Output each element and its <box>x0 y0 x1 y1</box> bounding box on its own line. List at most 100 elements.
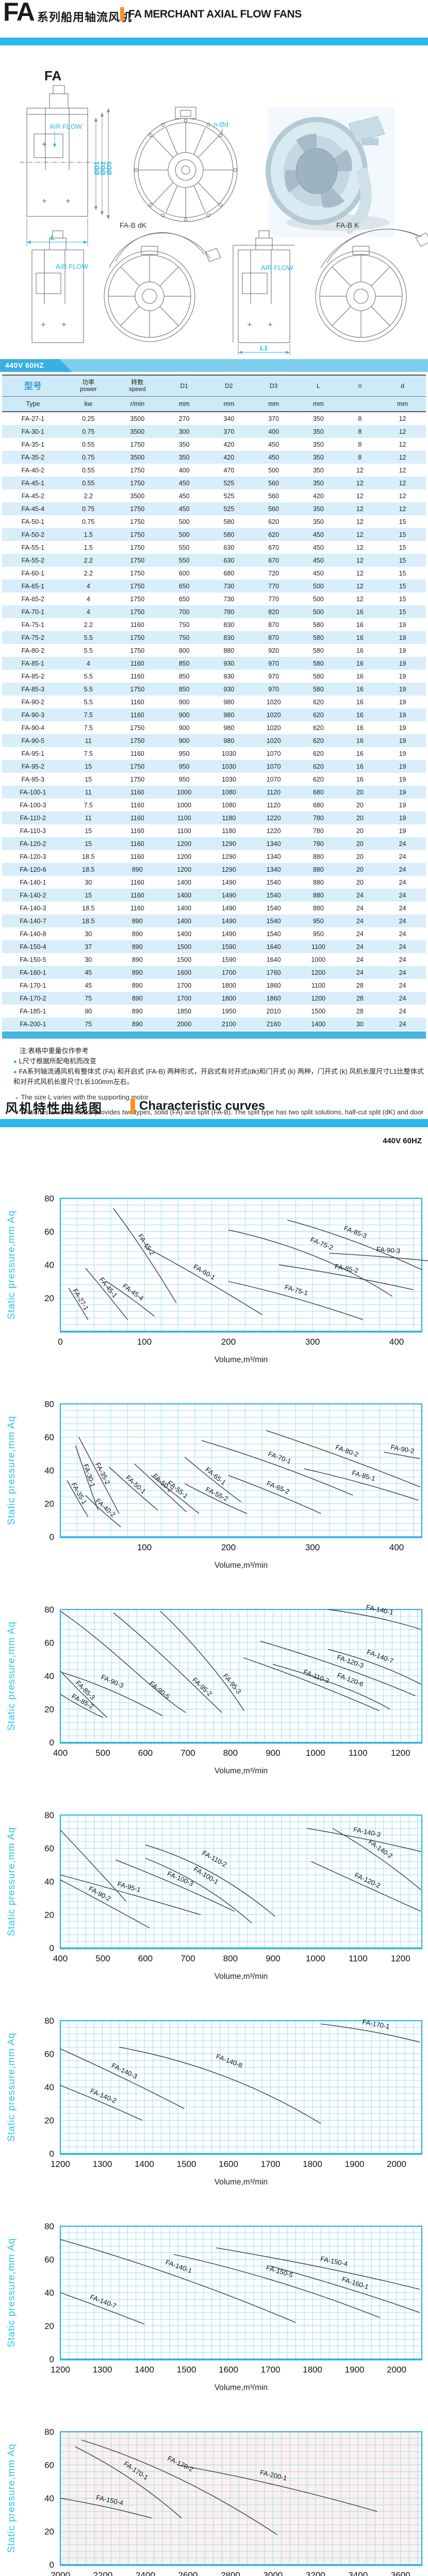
x-tick-label: 1600 <box>219 2159 238 2169</box>
col-unit-4: mm <box>206 396 252 412</box>
x-tick-label: 800 <box>223 1748 238 1758</box>
fan-curve <box>177 2464 377 2512</box>
fan-curve <box>60 1611 186 1713</box>
table-row: FA-140-2 15 1160 1400 1490 1540 880 24 24 <box>2 889 426 902</box>
y-tick-label: 0 <box>50 2149 54 2159</box>
x-axis-label: Volume,m³/min <box>215 2178 268 2187</box>
table-row: FA-90-3 7.5 1160 900 980 1020 620 16 19 <box>2 708 426 721</box>
fan-curve <box>85 1495 121 1528</box>
table-row: FA-90-4 7.5 1750 900 980 1020 620 16 19 <box>21 724 406 732</box>
col-unit-1: kw <box>63 396 113 412</box>
x-axis-label: Volume,m³/min <box>215 1972 268 1981</box>
table-row: FA-45-1 0.55 1750 450 525 560 350 12 12 <box>2 477 426 489</box>
table-row: FA-50-1 0.75 1750 500 580 620 350 12 15 <box>21 518 406 526</box>
col-unit-0: Type <box>2 396 64 412</box>
fan-curve <box>60 2085 143 2121</box>
x-tick-label: 2000 <box>51 2570 70 2576</box>
fan-curve <box>304 1468 419 1501</box>
fan-curve <box>260 1640 416 1697</box>
note-cn-2: ● FA系列轴流通风机有整体式 (FA) 和开启式 (FA-B) 两种形式，开启式… <box>13 1066 426 1087</box>
table-row: FA-85-3 5.5 1750 850 930 970 580 16 19 <box>2 683 426 696</box>
table-row: FA-40-2 0.55 1750 400 470 500 350 12 12 <box>21 466 406 474</box>
notes: 注:表格中重量仅作参考 ● L尺寸根据所配电机而改变 ● FA系列轴流通风机有整体式… <box>2 1046 426 1128</box>
chart-svg: 0 20 40 60 80 2000 2200 2400 2600 2800 3000 3200 340… <box>6 2427 423 2576</box>
chart-svg: 20 40 60 80 0 100 200 300 400 Volume,m³/min Static… <box>6 1194 428 1364</box>
fan-curve <box>134 1463 187 1513</box>
characteristic-curve-chart: 0 20 40 60 80 1200 1300 1400 1500 1600 1700 1800 190… <box>0 2005 428 2211</box>
x-tick-label: 1700 <box>261 2159 281 2169</box>
table-row: FA-55-2 2.2 1750 550 630 670 450 12 15 <box>2 554 426 567</box>
curves-title-en: Characteristic curves <box>139 1099 266 1113</box>
fan-curve <box>62 1672 163 1717</box>
x-tick-label: 0 <box>58 1337 62 1347</box>
x-tick-label: 200 <box>221 1337 236 1347</box>
spokes <box>138 123 233 217</box>
y-tick-label: 20 <box>44 1294 54 1303</box>
x-tick-label: 200 <box>221 1543 236 1552</box>
fan-curve <box>67 1480 89 1517</box>
y-tick-label: 20 <box>44 1499 54 1509</box>
y-tick-label: 60 <box>44 1227 54 1237</box>
x-tick-label: 3400 <box>348 2570 368 2576</box>
y-tick-label: 60 <box>44 2049 54 2059</box>
col-header-5: D3 <box>251 375 296 397</box>
cyan-band <box>0 38 428 45</box>
table-row: FA-35-1 0.55 1750 350 420 450 350 8 12 <box>21 440 406 448</box>
x-tick-label: 2000 <box>387 2159 406 2169</box>
air-flow-arrows-1 <box>53 131 56 147</box>
fan-curve <box>109 1467 158 1511</box>
front-view-drawing <box>134 107 238 222</box>
fan-curve <box>78 1437 120 1514</box>
fan-curve <box>60 2292 145 2325</box>
x-axis-label: Volume,m³/min <box>215 2383 268 2392</box>
fan-curve <box>60 2239 296 2323</box>
col-header-4: D2 <box>206 375 252 397</box>
table-row: FA-140-8 30 890 1400 1490 1540 950 24 24 <box>20 930 406 938</box>
fan-curve <box>184 1456 241 1502</box>
fan-curve <box>278 1264 414 1291</box>
y-tick-label: 40 <box>44 1877 54 1887</box>
curves-title-cn: 风机特性曲线图 <box>5 1101 103 1116</box>
fan-curve <box>151 1475 200 1514</box>
table-row: FA-65-2 4 1750 650 730 770 500 12 15 <box>21 595 406 603</box>
y-tick-label: 80 <box>44 1194 54 1204</box>
table-row: FA-95-3 15 1750 950 1030 1070 620 16 19 <box>21 775 406 783</box>
y-tick-label: 80 <box>44 1605 54 1615</box>
fan-curve <box>321 2023 420 2043</box>
x-tick-label: 1800 <box>303 2159 322 2169</box>
table-row: FA-140-3 18.5 1160 1400 1490 1540 880 24 24 <box>20 904 406 912</box>
x-tick-label: 900 <box>266 1748 280 1758</box>
table-row: FA-200-1 75 890 2000 2100 2160 1400 30 24 <box>2 1018 426 1030</box>
col-header-6: L <box>296 375 341 397</box>
curves-voltage-label: 440V 60HZ <box>383 1137 422 1145</box>
fan-curve <box>60 1829 127 1902</box>
fan-curve <box>266 1430 421 1487</box>
side-view-drawing <box>20 85 95 246</box>
x-tick-label: 400 <box>53 1748 68 1758</box>
y-tick-label: 0 <box>50 2354 54 2364</box>
y-tick-label: 60 <box>44 2255 54 2265</box>
col-header-7: n <box>340 375 380 397</box>
y-tick-label: 40 <box>44 2288 54 2298</box>
y-axis-label: Static pressure,mm Aq <box>6 1210 17 1319</box>
fan-curve <box>75 2446 182 2519</box>
table-row: FA-150-5 30 890 1500 1590 1640 1000 24 24 <box>20 956 406 963</box>
fan-curve <box>60 2048 185 2109</box>
table-row: FA-80-2 5.5 1750 800 880 920 580 16 19 <box>21 647 406 654</box>
table-row: FA-75-2 5.5 1750 750 830 870 580 16 19 <box>2 631 426 644</box>
y-tick-label: 40 <box>44 1260 54 1270</box>
col-header-1: 功率 power <box>63 375 113 397</box>
fan-curve <box>115 1859 235 1912</box>
air-flow-label-2: AIR FLOW <box>56 263 89 270</box>
cyan-band <box>0 1119 428 1127</box>
variant-left-label: FA-B dK <box>120 221 147 229</box>
col-header-3: D1 <box>161 375 207 397</box>
fan-curve <box>144 1246 262 1315</box>
x-tick-label: 1300 <box>93 2365 112 2375</box>
fan-curve <box>228 1229 393 1297</box>
x-tick-label: 3000 <box>263 2570 283 2576</box>
dim-d1-label: ØD1 <box>93 161 101 175</box>
characteristic-curve-chart: 0 20 40 60 80 400 500 600 700 800 900 1000 1100 1200 V… <box>0 1594 428 1800</box>
